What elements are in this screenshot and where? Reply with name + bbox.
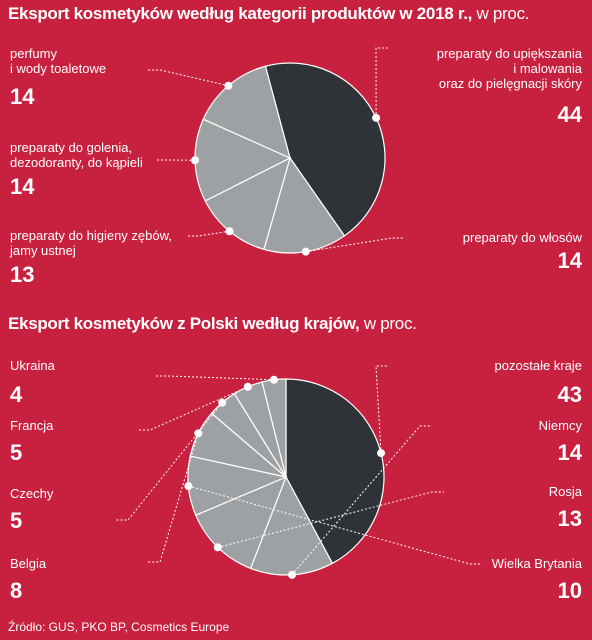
chart2-dot-1 bbox=[377, 449, 386, 458]
chart1-value-3: 13 bbox=[10, 262, 35, 287]
chart2-unit: w proc. bbox=[363, 314, 417, 333]
chart2-label-1: pozostałe kraje bbox=[494, 358, 582, 373]
chart1-dot-4 bbox=[191, 156, 200, 165]
chart2-label-4: Wielka Brytania bbox=[491, 556, 582, 571]
chart1-title: Eksport kosmetyków według kategorii prod… bbox=[8, 4, 530, 24]
chart1-label-5: perfumy i wody toaletowe bbox=[10, 46, 107, 76]
chart2-value-5: 8 bbox=[10, 578, 23, 603]
chart1-leader-1 bbox=[375, 47, 388, 118]
chart2-leader-5 bbox=[148, 433, 199, 563]
chart2-label-7: Francja bbox=[10, 418, 54, 433]
chart1-value-4: 14 bbox=[10, 174, 35, 199]
chart2-dot-8 bbox=[269, 375, 278, 384]
chart1-label-4: preparaty do golenia, dezodoranty, do ką… bbox=[10, 140, 143, 170]
chart1-label-2: preparaty do włosów bbox=[462, 230, 582, 245]
chart1-leader-2 bbox=[305, 237, 404, 253]
chart2-leader-3 bbox=[217, 491, 444, 548]
chart1-unit: w proc. bbox=[476, 4, 530, 23]
chart1-leader-3 bbox=[186, 230, 230, 237]
chart2-label-2: Niemcy bbox=[538, 418, 582, 433]
chart1-dot-3 bbox=[225, 227, 234, 236]
chart1-value-1: 44 bbox=[557, 102, 582, 127]
chart2-value-1: 43 bbox=[557, 382, 582, 407]
chart2-dot-2 bbox=[288, 570, 297, 579]
chart1-label-3: preparaty do higieny zębów, jamy ustnej bbox=[10, 228, 172, 258]
chart2-dot-6 bbox=[218, 398, 227, 407]
chart2-value-3: 13 bbox=[557, 506, 582, 531]
chart1-leader-5 bbox=[148, 69, 229, 87]
chart1-value-5: 14 bbox=[10, 84, 35, 109]
chart1-value-2: 14 bbox=[557, 248, 582, 273]
source-note: Źródło: GUS, PKO BP, Cosmetics Europe bbox=[8, 620, 230, 634]
chart2-label-5: Belgia bbox=[10, 556, 47, 571]
chart2-leader-4 bbox=[188, 485, 482, 565]
chart2-dot-5 bbox=[194, 429, 203, 438]
chart2-value-6: 5 bbox=[10, 508, 23, 533]
chart2-title: Eksport kosmetyków z Polski według krajó… bbox=[8, 314, 417, 334]
chart2-value-4: 10 bbox=[557, 578, 582, 603]
chart2-value-2: 14 bbox=[557, 440, 582, 465]
chart2-leader-2 bbox=[291, 425, 432, 576]
chart1-dot-2 bbox=[301, 247, 310, 256]
chart2-leader-8 bbox=[156, 375, 274, 381]
chart2-dot-7 bbox=[243, 382, 252, 391]
chart2-title-text: Eksport kosmetyków z Polski według krajó… bbox=[8, 314, 360, 333]
chart1-dot-1 bbox=[372, 113, 381, 122]
chart1-label-1: preparaty do upiększania i malowania ora… bbox=[436, 46, 582, 91]
chart2-value-8: 4 bbox=[10, 382, 23, 407]
chart2-leader-1 bbox=[375, 365, 388, 454]
chart2-label-3: Rosja bbox=[548, 484, 582, 499]
chart1-title-text: Eksport kosmetyków według kategorii prod… bbox=[8, 4, 473, 23]
chart2-label-6: Czechy bbox=[10, 486, 54, 501]
chart1-dot-5 bbox=[224, 81, 233, 90]
chart2-value-7: 5 bbox=[10, 440, 23, 465]
chart2-dot-3 bbox=[213, 543, 222, 552]
chart2-label-8: Ukraina bbox=[10, 358, 55, 373]
chart2-dot-4 bbox=[184, 482, 193, 491]
